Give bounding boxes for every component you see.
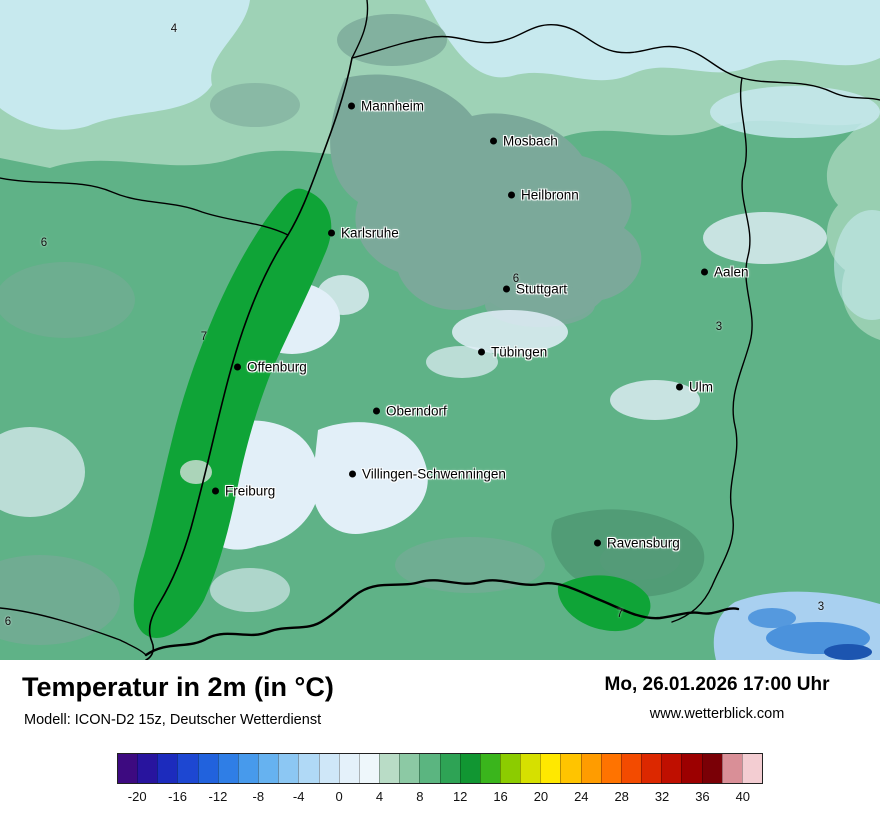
border-lines-layer bbox=[0, 0, 880, 660]
website-text: www.wetterblick.com bbox=[649, 706, 785, 722]
colorbar-cell bbox=[580, 754, 601, 783]
colorbar-cell bbox=[358, 754, 380, 783]
colorbar-tick-label: 4 bbox=[375, 789, 384, 804]
colorbar-cell bbox=[741, 754, 762, 783]
colorbar-tick-label: -12 bbox=[208, 789, 228, 804]
contour-value-label: 3 bbox=[817, 601, 825, 613]
colorbar-tick-label: -16 bbox=[168, 789, 187, 804]
contour-value-label: 7 bbox=[616, 608, 624, 620]
colorbar-tick-label: 0 bbox=[335, 789, 343, 804]
colorbar-tick-label: 16 bbox=[493, 789, 508, 804]
contour-value-label: 6 bbox=[40, 237, 48, 249]
colorbar-wrap: -20 -16 -12 -8 -4 0 4 8 12 16 20 24 28 32 36 40 bbox=[117, 753, 763, 807]
colorbar-cell bbox=[318, 754, 339, 783]
colorbar-tick-label: 8 bbox=[416, 789, 424, 804]
colorbar-cell bbox=[419, 754, 440, 783]
colorbar bbox=[117, 753, 763, 784]
colorbar-tick-label: 40 bbox=[735, 789, 751, 804]
colorbar-cell bbox=[479, 754, 500, 783]
colorbar-tick-label: 28 bbox=[614, 789, 629, 804]
contour-value-label: 3 bbox=[715, 321, 723, 333]
contour-value-label: 6 bbox=[4, 616, 12, 628]
colorbar-ticks: -20 -16 -12 -8 -4 0 4 8 12 16 20 24 28 32 36 40 bbox=[117, 789, 763, 807]
colorbar-cell bbox=[237, 754, 259, 783]
contour-value-label: 6 bbox=[512, 273, 520, 285]
colorbar-cell bbox=[439, 754, 460, 783]
colorbar-cell bbox=[560, 754, 581, 783]
colorbar-cell bbox=[499, 754, 521, 783]
colorbar-cell bbox=[177, 754, 198, 783]
colorbar-cell bbox=[600, 754, 621, 783]
colorbar-tick-label: 24 bbox=[574, 789, 589, 804]
page-title: Temperatur in 2m (in °C) bbox=[22, 672, 334, 702]
contour-value-label: 7 bbox=[200, 331, 208, 343]
datetime-block: Mo, 26.01.2026 17:00 Uhr www.wetterblick… bbox=[572, 674, 862, 722]
footer-panel: Temperatur in 2m (in °C) Modell: ICON-D2… bbox=[0, 660, 880, 830]
colorbar-cell bbox=[298, 754, 319, 783]
weather-map: Mannheim Mosbach Heilbronn Karlsruhe Stuttga… bbox=[0, 0, 880, 660]
colorbar-cell bbox=[540, 754, 561, 783]
colorbar-cell bbox=[459, 754, 480, 783]
colorbar-cell bbox=[157, 754, 178, 783]
colorbar-tick-label: 20 bbox=[533, 789, 549, 804]
colorbar-cell bbox=[278, 754, 299, 783]
colorbar-cell bbox=[379, 754, 400, 783]
colorbar-tick-label: 32 bbox=[654, 789, 670, 804]
colorbar-cell bbox=[217, 754, 238, 783]
colorbar-cell bbox=[520, 754, 541, 783]
colorbar-cell bbox=[399, 754, 420, 783]
contour-value-label: 4 bbox=[170, 23, 178, 35]
colorbar-cell bbox=[701, 754, 722, 783]
colorbar-tick-label: -8 bbox=[252, 789, 265, 804]
colorbar-cell bbox=[721, 754, 742, 783]
colorbar-cell bbox=[338, 754, 359, 783]
colorbar-cell bbox=[661, 754, 682, 783]
colorbar-cell bbox=[197, 754, 218, 783]
colorbar-cell bbox=[118, 754, 138, 783]
colorbar-tick-label: -20 bbox=[127, 789, 147, 804]
colorbar-cell bbox=[681, 754, 702, 783]
colorbar-cell bbox=[137, 754, 158, 783]
colorbar-cell bbox=[620, 754, 642, 783]
model-info: Modell: ICON-D2 15z, Deutscher Wetterdie… bbox=[24, 712, 322, 728]
colorbar-cell bbox=[641, 754, 662, 783]
temperature-map-svg bbox=[0, 0, 880, 660]
colorbar-cell bbox=[258, 754, 279, 783]
forecast-datetime: Mo, 26.01.2026 17:00 Uhr bbox=[604, 674, 830, 695]
colorbar-tick-label: 36 bbox=[695, 789, 710, 804]
temp-field-layer bbox=[0, 0, 880, 660]
colorbar-tick-label: -4 bbox=[292, 789, 305, 804]
colorbar-tick-label: 12 bbox=[452, 789, 468, 804]
